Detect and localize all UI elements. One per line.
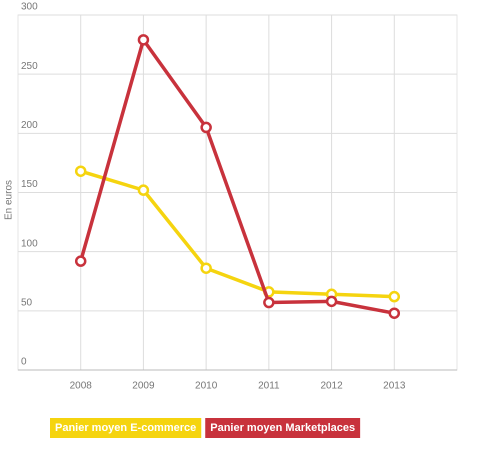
x-tick-label: 2012 (320, 381, 343, 392)
y-tick-label: 150 (21, 179, 38, 190)
series-line (79, 38, 395, 315)
y-tick-label: 200 (21, 120, 38, 131)
y-tick-label: 250 (21, 61, 38, 72)
data-point (388, 290, 401, 303)
x-tick-label: 2008 (70, 381, 93, 392)
x-tick-label: 2010 (195, 381, 218, 392)
data-point (74, 165, 87, 177)
x-tick-label: 2011 (258, 381, 280, 392)
data-point (200, 121, 212, 134)
x-tick-label: 2009 (132, 381, 155, 392)
legend-label: Panier moyen Marketplaces (210, 422, 355, 434)
series-line (80, 169, 395, 299)
y-tick-label: 50 (21, 297, 33, 308)
data-point (388, 307, 401, 319)
data-point (137, 34, 150, 46)
data-point (74, 255, 87, 267)
data-point (263, 296, 275, 309)
legend-swatch (205, 418, 361, 438)
data-point (325, 295, 338, 308)
y-tick-label: 300 (21, 2, 38, 13)
y-tick-label: 0 (21, 357, 27, 368)
y-tick-label: 100 (21, 238, 38, 249)
data-point (137, 184, 150, 196)
x-tick-label: 2013 (383, 381, 406, 392)
data-point (200, 262, 212, 274)
y-axis-title: En euros (4, 180, 15, 220)
legend-swatch (50, 418, 202, 438)
legend-label: Panier moyen E-commerce (55, 422, 196, 434)
